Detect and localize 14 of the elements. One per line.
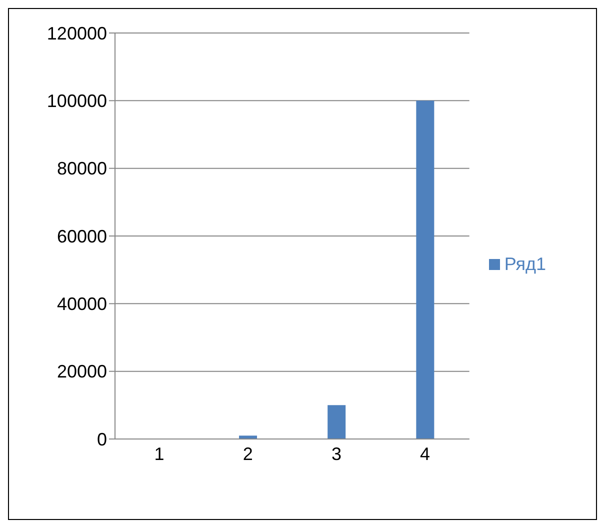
x-tick-label: 1 xyxy=(154,444,164,464)
y-tick-label: 80000 xyxy=(56,158,107,179)
y-tick-label: 20000 xyxy=(56,362,107,382)
bar xyxy=(416,100,434,439)
x-tick-label: 2 xyxy=(242,444,253,464)
bar xyxy=(328,405,346,439)
y-tick-label: 100000 xyxy=(46,91,107,112)
y-tick-label: 120000 xyxy=(46,23,107,44)
y-tick-label: 40000 xyxy=(56,294,107,314)
legend-label: Ряд1 xyxy=(504,254,546,274)
y-tick-label: 0 xyxy=(96,429,107,450)
x-tick-label: 4 xyxy=(420,444,430,464)
x-tick-label: 3 xyxy=(331,444,342,464)
y-tick-label: 60000 xyxy=(56,226,107,246)
